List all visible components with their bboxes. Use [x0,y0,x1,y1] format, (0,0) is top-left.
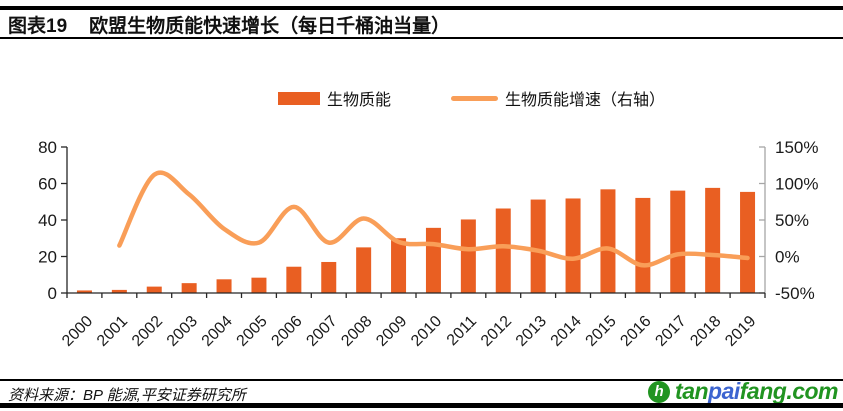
legend-item-biomass: 生物质能 [277,86,391,110]
source-note: 资料来源：BP 能源,平安证券研究所 [8,387,246,404]
bar-2018 [705,187,721,293]
left-axis-tick-label: 60 [38,175,57,194]
bar-2005 [251,277,267,293]
right-axis-tick-label: 50% [775,211,809,230]
left-axis-tick-label: 40 [38,211,57,230]
bar-2013 [530,199,546,293]
figure-title: 欧盟生物质能快速增长（每日千桶油当量） [89,16,451,37]
bar-2007 [321,261,337,293]
bottom-rule [0,403,843,408]
legend-label-biomass: 生物质能 [326,92,391,109]
bar-2000 [76,290,92,293]
x-tick-label: 2011 [444,313,480,349]
bar-2019 [740,191,756,293]
logo-part-fang: fang.com [739,378,839,404]
bar-2017 [670,190,686,293]
x-tick-label: 2013 [513,313,550,350]
x-tick-label: 2008 [338,313,375,350]
bar-2008 [356,247,372,293]
right-axis-tick-label: 150% [775,138,818,157]
bar-2012 [495,208,511,293]
x-tick-label: 2004 [199,313,236,350]
x-tick-label: 2014 [548,313,585,350]
x-tick-label: 2019 [722,313,759,350]
legend-item-growth: 生物质能增速（右轴） [451,86,665,110]
x-tick-label: 2015 [583,313,620,350]
tanpaifang-leaf-icon: h [648,380,671,403]
x-tick-label: 2003 [164,313,201,350]
x-tick-label: 2018 [687,313,724,350]
x-tick-label: 2005 [234,313,271,350]
bar-2010 [425,227,441,293]
bar-2003 [181,283,197,293]
right-axis-tick-label: 100% [775,175,818,194]
x-tick-label: 2002 [129,313,166,350]
figure-header: 图表19 欧盟生物质能快速增长（每日千桶油当量） [8,11,450,38]
left-axis-tick-label: 80 [38,138,57,157]
x-tick-label: 2006 [268,313,305,350]
bar-2014 [565,198,581,293]
bar-2009 [391,238,407,293]
tanpaifang-logo: h tanpaifang.com [648,378,839,405]
x-tick-label: 2016 [617,313,654,350]
left-axis-tick-label: 20 [38,248,57,267]
right-axis-tick-label: 0% [775,248,800,267]
line-swatch-icon [451,95,498,101]
logo-part-pai: pai [708,378,740,404]
tanpaifang-logo-text: tanpaifang.com [675,378,838,405]
bar-2004 [216,279,232,293]
x-tick-label: 2017 [652,313,689,350]
figure-footer: 资料来源：BP 能源,平安证券研究所 h tanpaifang.com [0,378,843,405]
bar-2001 [111,289,127,293]
chart-legend: 生物质能 生物质能增速（右轴） [50,86,843,110]
figure-number: 图表19 [8,16,68,37]
x-tick-label: 2010 [408,313,445,350]
x-tick-label: 2007 [303,313,340,350]
bar-swatch-icon [277,91,320,105]
x-tick-label: 2012 [478,313,515,350]
top-rule [0,6,843,10]
bar-2011 [460,219,476,293]
header-rule [0,37,843,39]
bar-2006 [286,266,302,293]
left-axis-tick-label: 0 [48,284,57,303]
x-tick-label: 2001 [94,313,131,350]
footer-rule [0,379,843,381]
growth-line [117,170,750,268]
logo-part-tan: tan [675,378,709,404]
bar-2015 [600,189,616,293]
x-tick-label: 2000 [59,313,96,350]
bar-2016 [635,197,651,293]
bar-2002 [146,286,162,293]
legend-label-growth: 生物质能增速（右轴） [505,92,666,109]
x-tick-label: 2009 [373,313,410,350]
right-axis-tick-label: -50% [775,284,815,303]
